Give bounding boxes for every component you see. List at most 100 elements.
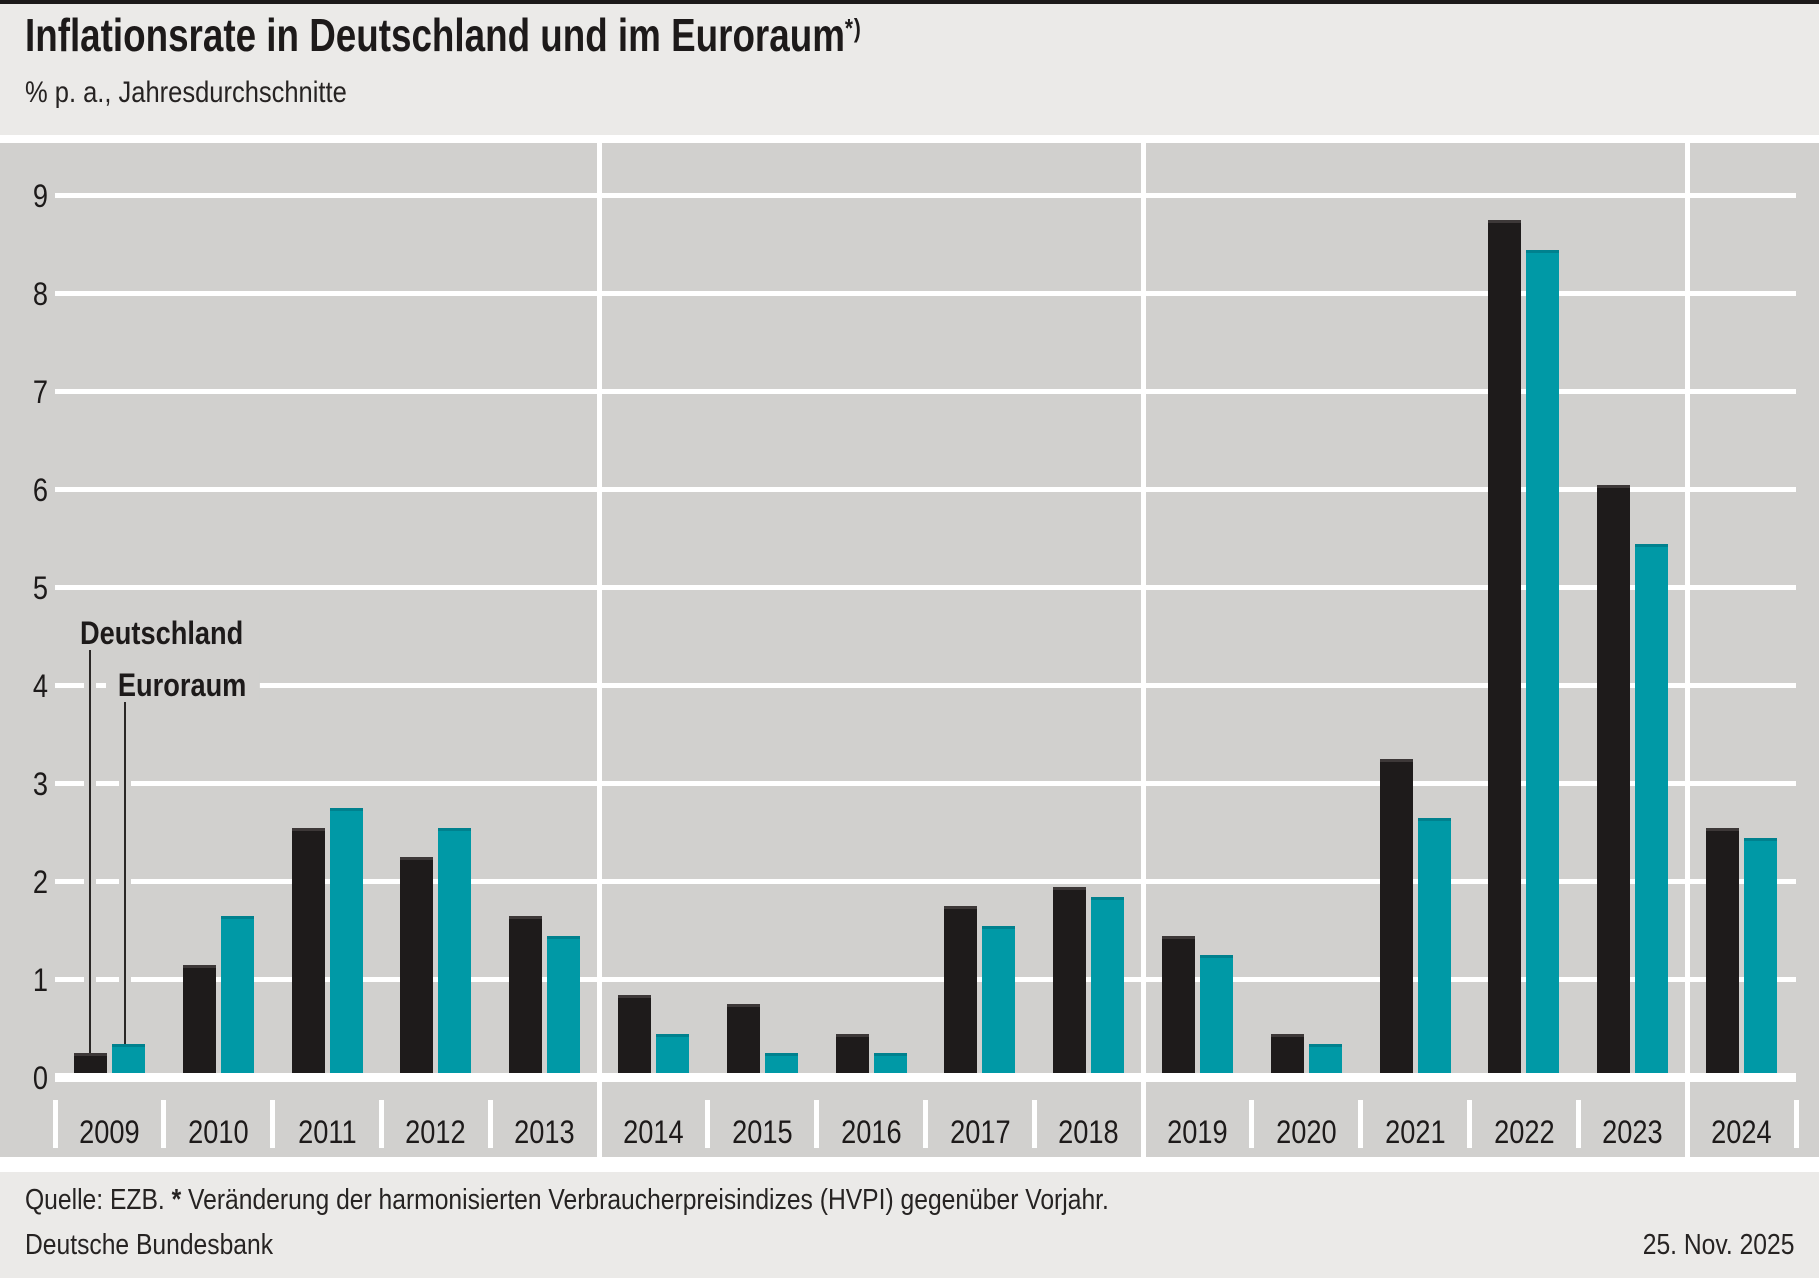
bar-deutschland-2023: [1597, 485, 1631, 1073]
publisher: Deutsche Bundesbank: [25, 1229, 274, 1261]
legend-leader-line-euroraum: [119, 701, 131, 1044]
x-axis-label-2009: 2009: [79, 1114, 140, 1150]
y-axis-label-3: 3: [32, 765, 48, 802]
x-axis-label-2017: 2017: [949, 1114, 1011, 1150]
x-axis-label-2015: 2015: [732, 1114, 793, 1150]
bar-euroraum-2012: [438, 828, 472, 1073]
plot-footer-divider: [0, 1157, 1819, 1172]
bar-euroraum-2010: [220, 916, 254, 1073]
x-axis-label-2022: 2022: [1493, 1114, 1555, 1150]
bar-deutschland-2013: [509, 916, 543, 1073]
footnote-star: *: [171, 1184, 182, 1216]
gridline-8: [55, 291, 1796, 296]
header-plot-divider: [0, 135, 1819, 143]
y-axis-label-0: 0: [32, 1059, 48, 1096]
bar-euroraum-2019: [1200, 955, 1234, 1073]
leader-line: [89, 650, 91, 1054]
bar-deutschland-2020: [1270, 1033, 1304, 1073]
bar-euroraum-2024: [1744, 837, 1778, 1073]
x-axis-tick: [923, 1100, 928, 1148]
x-axis-label-2021: 2021: [1384, 1114, 1446, 1150]
report-date: 25. Nov. 2025: [1642, 1229, 1794, 1261]
gridline-6: [55, 487, 1796, 492]
x-axis-label-2012: 2012: [405, 1114, 467, 1150]
x-axis-baseline: [55, 1073, 1796, 1082]
bar-euroraum-2017: [982, 926, 1016, 1073]
gridline-9: [55, 193, 1796, 198]
y-axis-label-7: 7: [32, 373, 48, 410]
bar-deutschland-2019: [1162, 935, 1196, 1073]
group-separator-line: [1140, 143, 1146, 1157]
x-axis-tick: [1467, 1100, 1473, 1148]
page-subtitle: % p. a., Jahresdurchschnitte: [25, 76, 347, 109]
bar-euroraum-2014: [655, 1033, 689, 1073]
bar-euroraum-2020: [1308, 1043, 1342, 1073]
y-axis-label-5: 5: [32, 569, 48, 606]
x-axis-tick: [1575, 1100, 1581, 1148]
bar-deutschland-2010: [182, 965, 216, 1073]
x-axis-label-2018: 2018: [1058, 1114, 1119, 1150]
x-axis-tick: [378, 1100, 384, 1148]
x-axis-tick: [1249, 1100, 1255, 1148]
x-axis-tick: [814, 1100, 820, 1148]
gridline-5: [55, 585, 1796, 590]
source-prefix: Quelle: EZB.: [25, 1184, 172, 1216]
x-axis-label-2014: 2014: [623, 1114, 684, 1150]
bar-deutschland-2015: [726, 1004, 760, 1073]
x-axis-label-2010: 2010: [187, 1114, 249, 1150]
bar-deutschland-2016: [835, 1033, 869, 1073]
page-title: Inflationsrate in Deutschland und im Eur…: [25, 10, 862, 60]
bar-euroraum-2009: [111, 1043, 145, 1073]
x-axis-tick: [1793, 1100, 1799, 1148]
bar-deutschland-2011: [291, 828, 325, 1073]
bar-euroraum-2013: [547, 935, 581, 1073]
x-axis-tick: [705, 1100, 711, 1148]
x-axis-label-2011: 2011: [297, 1114, 357, 1150]
leader-line: [124, 701, 126, 1044]
footnote-text: Veränderung der harmonisierten Verbrauch…: [181, 1184, 1109, 1216]
y-axis-label-6: 6: [32, 471, 48, 508]
legend-label-deutschland: Deutschland: [80, 615, 244, 651]
group-separator-line: [1684, 143, 1690, 1157]
bar-euroraum-2023: [1635, 543, 1669, 1073]
x-axis-tick: [270, 1100, 276, 1148]
x-axis-label-2020: 2020: [1276, 1114, 1337, 1150]
gridline-4: [55, 683, 1796, 688]
group-separator-line: [596, 143, 602, 1157]
x-axis-label-2013: 2013: [514, 1114, 575, 1150]
gridline-3: [55, 781, 1796, 786]
footer: [0, 1172, 1819, 1278]
bar-deutschland-2021: [1379, 759, 1413, 1073]
x-axis-tick: [161, 1100, 167, 1148]
y-axis-label-2: 2: [32, 863, 48, 900]
bar-deutschland-2018: [1053, 886, 1087, 1073]
bar-euroraum-2015: [764, 1053, 798, 1073]
x-axis-tick: [52, 1100, 58, 1148]
x-axis-tick: [487, 1100, 493, 1148]
bar-deutschland-2022: [1488, 220, 1522, 1073]
page-title-text: Inflationsrate in Deutschland und im Eur…: [25, 9, 845, 61]
x-axis-tick: [1358, 1100, 1364, 1148]
y-axis-label-9: 9: [32, 177, 48, 214]
gridline-2: [55, 879, 1796, 884]
y-axis-label-1: 1: [32, 961, 48, 998]
x-axis-label-2019: 2019: [1167, 1114, 1228, 1150]
title-footnote-marker: *): [844, 13, 862, 43]
gridline-1: [55, 977, 1796, 982]
legend-label-euroraum: Euroraum: [106, 668, 260, 702]
bar-euroraum-2016: [873, 1053, 907, 1073]
x-axis-tick: [1031, 1100, 1037, 1148]
bar-euroraum-2011: [329, 808, 363, 1073]
bar-deutschland-2012: [400, 857, 434, 1073]
gridline-7: [55, 389, 1796, 394]
bar-euroraum-2018: [1091, 896, 1125, 1073]
bar-deutschland-2017: [944, 906, 978, 1073]
y-axis-label-8: 8: [32, 275, 48, 312]
x-axis-label-2016: 2016: [840, 1114, 902, 1150]
x-axis-label-2023: 2023: [1602, 1114, 1664, 1150]
bar-euroraum-2021: [1417, 818, 1451, 1073]
bar-deutschland-2024: [1706, 828, 1740, 1073]
legend-leader-line-deutschland: [84, 650, 96, 1054]
bar-deutschland-2009: [73, 1053, 107, 1073]
